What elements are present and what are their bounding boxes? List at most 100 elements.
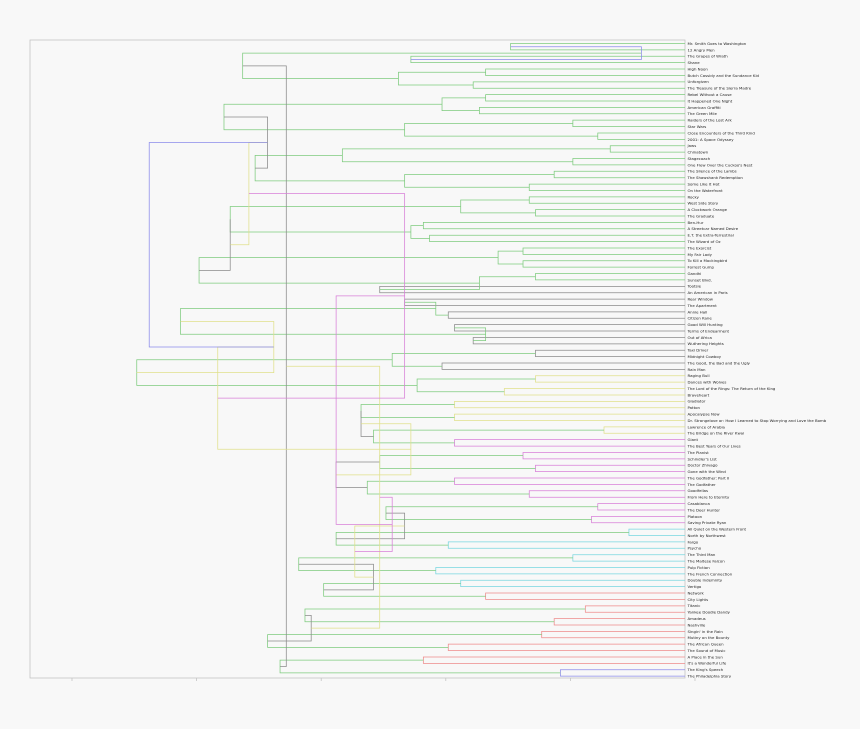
- dendrogram-link: [454, 477, 685, 485]
- dendrogram-link: [572, 119, 685, 127]
- dendrogram-link: [597, 503, 685, 511]
- leaf-label: Forrest Gump: [688, 265, 715, 270]
- dendrogram-link: [454, 413, 685, 421]
- plot-frame: [29, 39, 686, 679]
- leaf-label: The Bridge on the River Kwai: [687, 431, 745, 436]
- leaf-label: The Shawshank Redemption: [687, 175, 744, 180]
- dendrogram-link: [522, 260, 685, 268]
- dendrogram-link: [535, 464, 685, 473]
- dendrogram-link: [528, 196, 685, 204]
- dendrogram-link: [485, 592, 685, 600]
- leaf-label: Rocky: [688, 194, 700, 199]
- leaf-label: Ben-Hur: [688, 220, 704, 225]
- leaf-label: The Pianist: [687, 450, 710, 455]
- dendrogram-link: [454, 324, 685, 332]
- leaf-label: Titanic: [687, 603, 701, 608]
- dendrogram-link: [379, 455, 536, 469]
- dendrogram-link: [404, 298, 685, 306]
- dendrogram-link: [553, 170, 685, 179]
- dendrogram-link: [591, 515, 685, 524]
- dendrogram-link: [385, 506, 598, 520]
- dendrogram-link: [597, 132, 685, 140]
- leaf-label: The Good, the Bad and the Ugly: [687, 360, 751, 365]
- leaf-label: Out of Africa: [688, 335, 713, 340]
- leaf-label: Good Will Hunting: [688, 322, 724, 327]
- leaf-label: Tootsie: [687, 284, 702, 289]
- leaf-label: On the Waterfront: [688, 188, 724, 193]
- dendrogram-link: [572, 158, 685, 166]
- leaf-label: Nashville: [688, 622, 706, 627]
- dendrogram-link: [404, 174, 555, 188]
- dendrogram-link: [485, 68, 685, 76]
- leaf-label: Taxi Driver: [687, 348, 709, 353]
- dendrogram-link: [335, 295, 405, 525]
- leaf-label: The Grapes of Wrath: [687, 54, 729, 59]
- leaf-label: It Happened One Night: [688, 98, 733, 103]
- leaf-label: The Sound of Music: [687, 648, 726, 653]
- dendrogram-link: [454, 439, 685, 447]
- leaf-label: The Maltese Falcon: [687, 558, 726, 563]
- dendrogram-link: [441, 362, 685, 370]
- leaf-label: Citizen Kane: [688, 316, 713, 321]
- dendrogram-link: [535, 273, 685, 281]
- leaf-label: The Deer Hunter: [687, 507, 721, 512]
- leaf-label: Raiders of the Lost Ark: [688, 118, 733, 123]
- dendrogram-link: [279, 659, 561, 674]
- leaf-label: E.T. the Extra-Terrestrial: [688, 233, 734, 238]
- leaf-label: Close Encounters of the Third Kind: [688, 130, 756, 135]
- leaf-label: The Best Years of Our Lives: [687, 443, 741, 448]
- dendrogram-link: [541, 631, 685, 639]
- dendrogram-link: [584, 605, 685, 613]
- dendrogram-link: [447, 311, 685, 319]
- leaf-label: Platoon: [688, 514, 703, 519]
- leaf-label: The Graduate: [687, 213, 715, 218]
- dendrogram-link: [522, 452, 685, 460]
- dendrogram-link: [360, 404, 455, 418]
- leaf-label: Fargo: [688, 539, 699, 544]
- dendrogram-link: [472, 337, 685, 345]
- dendrogram-link: [485, 94, 685, 102]
- dendrogram-link: [447, 541, 685, 549]
- leaf-label: Psycho: [688, 546, 702, 551]
- leaf-label: Yankee Doodle Dandy: [688, 610, 731, 615]
- leaf-label: The King's Speech: [687, 667, 724, 672]
- dendrogram-link: [199, 219, 231, 271]
- leaf-label: Saving Private Ryan: [688, 520, 727, 525]
- leaf-label: 12 Angry Men: [688, 47, 716, 52]
- leaf-label: Rear Window: [688, 297, 714, 302]
- leaf-label: The French Connection: [687, 571, 733, 576]
- leaf-label: High Noon: [688, 66, 709, 71]
- dendrogram-link: [572, 554, 685, 562]
- leaf-label: Star Wars: [688, 124, 707, 129]
- dendrogram-link: [360, 410, 374, 437]
- leaf-label: Mutiny on the Bounty: [688, 635, 731, 640]
- dendrogram-link: [391, 353, 536, 367]
- dendrogram-link: [528, 490, 685, 498]
- leaf-label: Vertigo: [688, 584, 702, 589]
- leaf-label: Unforgiven: [688, 79, 710, 84]
- dendrogram-link: [535, 375, 685, 383]
- leaf-label: 2001: A Space Odyssey: [688, 137, 735, 142]
- leaf-label: The Third Man: [687, 552, 716, 557]
- leaf-label: Network: [688, 590, 705, 595]
- leaf-label: Midnight Cowboy: [688, 354, 722, 359]
- dendrogram-link: [435, 567, 685, 575]
- leaf-label: My Fair Lady: [688, 252, 713, 257]
- dendrogram-link: [479, 107, 685, 115]
- leaf-label: Rain Man: [688, 367, 707, 372]
- leaf-label: From Here to Eternity: [688, 495, 730, 500]
- dendrogram-link: [447, 643, 685, 651]
- leaf-label: American Graffiti: [688, 105, 721, 110]
- leaf-label: Terms of Endearment: [687, 328, 730, 333]
- leaf-label: Gone with the Wind: [688, 469, 727, 474]
- leaf-label: Amadeus: [688, 616, 706, 621]
- dendrogram-links: [136, 43, 685, 677]
- dendrogram-link: [242, 52, 642, 80]
- dendrogram-link: [535, 209, 685, 217]
- leaf-label: Pulp Fiction: [688, 565, 711, 570]
- leaf-label: Raging Bull: [688, 373, 710, 378]
- dendrogram-link: [366, 480, 530, 495]
- dendrogram-link: [286, 365, 381, 629]
- leaf-label: West Side Story: [688, 201, 719, 206]
- dendrogram-link: [304, 608, 586, 623]
